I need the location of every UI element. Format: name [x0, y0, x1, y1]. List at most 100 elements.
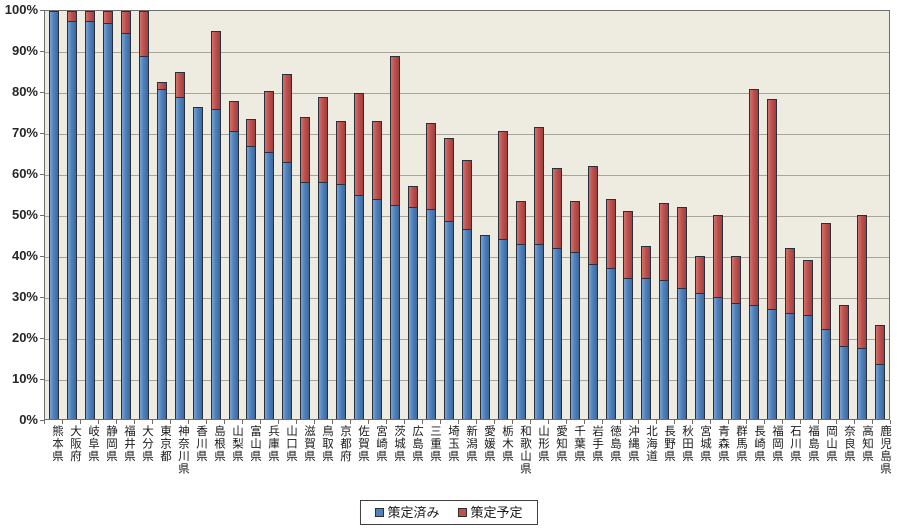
bar-segment-策定予定-岐阜県 — [84, 11, 95, 22]
x-axis-tick — [728, 420, 729, 424]
bar-segment-策定済み-広島県 — [408, 206, 419, 419]
y-axis-tick — [40, 420, 44, 421]
bar-和歌山県 — [512, 11, 530, 419]
bar-segment-策定予定-岩手県 — [587, 166, 598, 264]
x-axis-tick — [782, 420, 783, 424]
bar-segment-策定予定-神奈川県 — [174, 72, 185, 97]
bar-segment-策定済み-茨城県 — [390, 204, 401, 419]
bar-segment-策定予定-山口県 — [282, 74, 293, 162]
x-axis-tick — [602, 420, 603, 424]
bar-三重県 — [422, 11, 440, 419]
x-tick-label-徳島県: 徳島県 — [609, 425, 621, 463]
bar-石川県 — [781, 11, 799, 419]
x-axis-tick — [512, 420, 513, 424]
bar-segment-策定済み-静岡県 — [102, 23, 113, 419]
bar-segment-策定済み-石川県 — [785, 312, 796, 419]
bar-segment-策定予定-大阪府 — [66, 11, 77, 22]
bar-segment-策定済み-北海道 — [641, 278, 652, 419]
y-tick-label: 0% — [19, 412, 38, 427]
bar-segment-策定予定-和歌山県 — [515, 200, 526, 244]
x-tick-label-石川県: 石川県 — [789, 425, 801, 463]
bar-segment-策定済み-島根県 — [210, 108, 221, 419]
x-axis-tick — [422, 420, 423, 424]
bar-島根県 — [207, 11, 225, 419]
bar-segment-策定予定-福井県 — [120, 11, 131, 34]
bar-segment-策定済み-福島県 — [803, 314, 813, 419]
x-axis-tick — [260, 420, 261, 424]
bar-segment-策定済み-岐阜県 — [84, 21, 95, 419]
bar-埼玉県 — [440, 11, 458, 419]
x-axis-tick — [98, 420, 99, 424]
y-axis-tick — [40, 51, 44, 52]
x-axis-tick — [188, 420, 189, 424]
bar-segment-策定予定-兵庫県 — [264, 90, 275, 152]
x-tick-label-宮崎県: 宮崎県 — [375, 425, 387, 463]
bar-segment-策定済み-熊本県 — [48, 11, 59, 419]
bar-奈良県 — [835, 11, 853, 419]
x-axis-tick — [350, 420, 351, 424]
bar-栃木県 — [494, 11, 512, 419]
x-axis-labels: 熊本県 大阪府 岐阜県 静岡県 福井県 大分県 東京都 神奈川県 香川県 島根県 山梨県 富山県 兵庫県… — [44, 425, 891, 497]
bar-segment-策定済み-新潟県 — [461, 229, 472, 419]
x-axis-tick — [638, 420, 639, 424]
x-axis-tick — [890, 420, 891, 424]
bar-segment-策定済み-香川県 — [192, 106, 203, 419]
bar-京都府 — [332, 11, 350, 419]
bar-岩手県 — [584, 11, 602, 419]
bar-segment-策定済み-山口県 — [282, 161, 293, 419]
legend-swatch-icon — [457, 508, 467, 517]
y-axis-tick — [40, 133, 44, 134]
bar-segment-策定予定-石川県 — [785, 247, 796, 313]
bar-segment-策定予定-京都府 — [336, 121, 347, 185]
legend: 策定済み 策定予定 — [359, 500, 538, 525]
x-tick-label-神奈川県: 神奈川県 — [177, 425, 189, 475]
bar-福島県 — [799, 11, 817, 419]
bar-segment-策定済み-沖縄県 — [623, 278, 634, 419]
gridline — [45, 52, 889, 53]
bar-segment-策定済み-高知県 — [856, 347, 867, 419]
bar-segment-策定済み-福井県 — [120, 33, 131, 419]
x-axis-tick — [242, 420, 243, 424]
x-axis-tick — [836, 420, 837, 424]
bar-segment-策定済み-岡山県 — [820, 329, 831, 419]
bar-segment-策定済み-京都府 — [336, 184, 347, 419]
gridline — [45, 93, 889, 94]
bar-群馬県 — [727, 11, 745, 419]
bar-新潟県 — [458, 11, 476, 419]
x-axis-tick — [224, 420, 225, 424]
x-tick-label-鹿児島県: 鹿児島県 — [879, 425, 891, 475]
y-tick-label: 50% — [11, 207, 38, 222]
bar-熊本県 — [45, 11, 63, 419]
bar-segment-策定済み-埼玉県 — [443, 221, 454, 419]
x-tick-label-北海道: 北海道 — [645, 425, 657, 463]
x-tick-label-沖縄県: 沖縄県 — [627, 425, 639, 463]
x-tick-label-新潟県: 新潟県 — [465, 425, 477, 463]
x-axis-tick — [116, 420, 117, 424]
bar-segment-策定予定-愛知県 — [551, 168, 562, 248]
bar-segment-策定予定-岡山県 — [820, 223, 831, 330]
bar-segment-策定済み-栃木県 — [497, 239, 508, 419]
bar-秋田県 — [673, 11, 691, 419]
x-tick-label-熊本県: 熊本県 — [51, 425, 63, 463]
bar-segment-策定予定-宮城県 — [695, 255, 706, 293]
x-axis-tick — [152, 420, 153, 424]
bar-山口県 — [278, 11, 296, 419]
bar-愛知県 — [548, 11, 566, 419]
bar-segment-策定済み-秋田県 — [677, 288, 688, 419]
x-tick-label-佐賀県: 佐賀県 — [357, 425, 369, 463]
bar-愛媛県 — [476, 11, 494, 419]
x-tick-label-奈良県: 奈良県 — [843, 425, 855, 463]
bar-青森県 — [709, 11, 727, 419]
x-axis-tick — [44, 420, 45, 424]
x-tick-label-高知県: 高知県 — [861, 425, 873, 463]
x-axis-tick — [404, 420, 405, 424]
y-axis-tick — [40, 338, 44, 339]
x-tick-label-島根県: 島根県 — [213, 425, 225, 463]
bar-segment-策定済み-長野県 — [659, 280, 670, 419]
bar-佐賀県 — [350, 11, 368, 419]
x-tick-label-青森県: 青森県 — [717, 425, 729, 463]
bar-segment-策定済み-山梨県 — [228, 131, 239, 419]
bar-segment-策定予定-長野県 — [659, 202, 670, 281]
bar-segment-策定予定-北海道 — [641, 245, 652, 279]
